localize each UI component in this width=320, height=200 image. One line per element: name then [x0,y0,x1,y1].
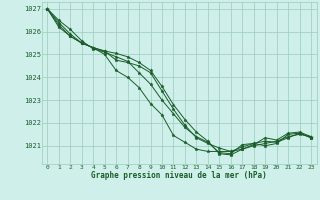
X-axis label: Graphe pression niveau de la mer (hPa): Graphe pression niveau de la mer (hPa) [91,171,267,180]
